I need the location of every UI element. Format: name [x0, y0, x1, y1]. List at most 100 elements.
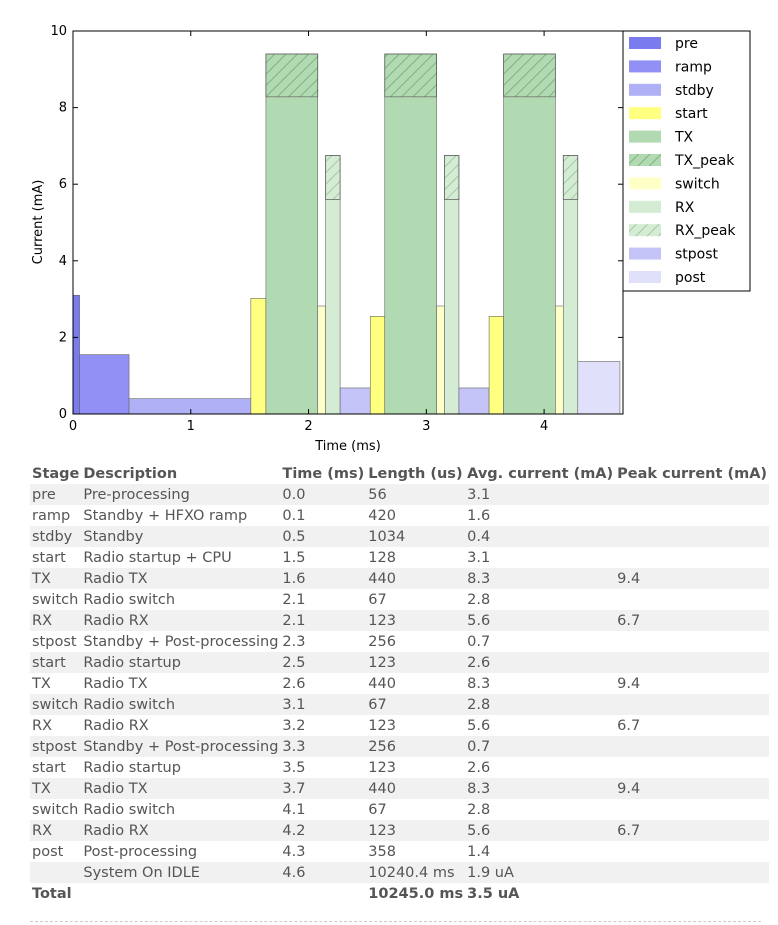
bars-layer — [72, 53, 621, 415]
col-header-avg-current: Avg. current (mA) — [467, 465, 614, 482]
cell-time: 0.0 — [282, 486, 306, 503]
bar-tx-peak — [384, 53, 437, 98]
legend-label-ramp: ramp — [675, 59, 712, 75]
cell-length: 123 — [368, 759, 396, 776]
cell-stage: TX — [32, 570, 51, 587]
cell-length: 440 — [368, 570, 396, 587]
cell-length: 123 — [368, 822, 396, 839]
cell-avg-current: 2.6 — [467, 654, 491, 671]
x-axis-label: Time (ms) — [314, 439, 381, 454]
cell-description: Radio RX — [83, 717, 149, 734]
bar-rx-peak — [444, 155, 460, 200]
cell-stage: post — [32, 843, 64, 860]
legend-swatch-rx — [629, 200, 661, 213]
cell-stage: start — [32, 759, 66, 776]
legend-swatch-ramp — [629, 60, 661, 73]
cell-length: 67 — [368, 696, 387, 713]
cell-stage: pre — [32, 486, 56, 503]
cell-length: 358 — [368, 843, 396, 860]
col-header-peak-current: Peak current (mA) — [617, 465, 768, 482]
cell-avg-current: 5.6 — [467, 612, 491, 629]
bar-ramp — [79, 354, 130, 415]
bar-start — [250, 298, 267, 415]
cell-avg-current: 8.3 — [467, 780, 491, 797]
cell-length: 128 — [368, 549, 396, 566]
cell-stage: start — [32, 654, 66, 671]
y-tick-label: 2 — [59, 330, 67, 345]
cell-avg-current: 5.6 — [467, 717, 491, 734]
bar-start — [488, 316, 504, 415]
bar-tx-peak — [265, 53, 319, 98]
legend-label-tx-peak: TX_peak — [674, 153, 735, 169]
cell-time: 2.3 — [282, 633, 306, 650]
col-header-length: Length (us) — [368, 465, 463, 482]
table-row: start Radio startup 3.5 123 2.6 — [30, 757, 769, 778]
bar-tx — [384, 96, 437, 415]
cell-peak-current: 9.4 — [617, 780, 641, 797]
cell-length: 420 — [368, 507, 396, 524]
table-row: RX Radio RX 3.2 123 5.6 6.7 — [30, 715, 769, 736]
cell-description: Radio switch — [83, 696, 176, 713]
legend-swatch-tx — [629, 130, 661, 143]
legend-label-rx: RX — [675, 200, 695, 216]
table-row: RX Radio RX 2.1 123 5.6 6.7 — [30, 610, 770, 631]
table-header-row: Stage Description Time (ms) Length (us) … — [30, 463, 769, 484]
table-row: switch Radio switch 4.1 67 2.8 — [30, 799, 769, 820]
cell-time: 4.6 — [282, 864, 306, 881]
cell-avg-current: 1.6 — [467, 507, 491, 524]
cell-description: Radio startup — [83, 759, 181, 776]
table-row: ramp Standby + HFXO ramp 0.1 420 1.6 — [30, 505, 769, 526]
legend-swatch-stpost — [629, 247, 661, 260]
x-tick-label: 2 — [304, 419, 312, 434]
cell-description: Standby + HFXO ramp — [83, 507, 248, 524]
table-row: TX Radio TX 3.7 440 8.3 9.4 — [30, 778, 770, 799]
cell-peak-current — [615, 694, 769, 715]
bar-pre — [72, 294, 80, 415]
cell-description: Standby — [83, 528, 144, 545]
cell-avg-current: 2.8 — [467, 801, 491, 818]
stage-table: Stage Description Time (ms) Length (us) … — [30, 463, 770, 904]
cell-peak-current — [615, 841, 769, 862]
total-label: Total — [30, 883, 82, 904]
cell-stage: TX — [32, 675, 51, 692]
cell-length: 67 — [368, 591, 387, 608]
cell-time: 1.5 — [282, 549, 306, 566]
bottom-divider — [30, 921, 761, 922]
bar-post — [577, 361, 621, 415]
cell-description: Radio startup + CPU — [83, 549, 232, 566]
x-tick-label: 3 — [422, 419, 430, 434]
table-row: start Radio startup 2.5 123 2.6 — [30, 652, 770, 673]
bar-rx — [444, 199, 460, 415]
x-tick-label: 1 — [187, 419, 195, 434]
table-row: switch Radio switch 2.1 67 2.8 — [30, 589, 769, 610]
cell-peak-current: 6.7 — [617, 822, 641, 839]
cell-time: 4.1 — [282, 801, 306, 818]
cell-avg-current: 8.3 — [467, 570, 491, 587]
cell-stage: RX — [32, 612, 53, 629]
table-row: start Radio startup + CPU 1.5 128 3.1 — [30, 547, 769, 568]
y-tick-label: 4 — [59, 254, 67, 269]
x-tick-label: 4 — [540, 419, 548, 434]
legend-label-stdby: stdby — [675, 83, 714, 99]
cell-avg-current: 2.8 — [467, 591, 491, 608]
cell-time: 0.5 — [282, 528, 306, 545]
cell-time: 2.1 — [282, 591, 306, 608]
legend-swatch-tx-peak — [629, 154, 661, 166]
cell-time: 0.1 — [282, 507, 306, 524]
legend-swatch-stdby — [629, 83, 661, 96]
cell-time: 2.1 — [282, 612, 306, 629]
cell-avg-current: 3.1 — [467, 486, 491, 503]
table-row: RX Radio RX 4.2 123 5.6 6.7 — [30, 820, 770, 841]
cell-peak-current: 9.4 — [617, 675, 641, 692]
cell-description: Radio switch — [83, 591, 176, 608]
bar-rx — [325, 199, 341, 415]
total-length: 10245.0 ms — [366, 883, 466, 904]
bar-stpost — [339, 387, 371, 415]
cell-description: Post-processing — [83, 843, 198, 860]
cell-length: 123 — [368, 654, 396, 671]
cell-time: 3.5 — [282, 759, 306, 776]
legend-swatch-switch — [629, 177, 661, 190]
cell-avg-current: 0.4 — [467, 528, 491, 545]
cell-description: Standby + Post-processing — [83, 633, 279, 650]
